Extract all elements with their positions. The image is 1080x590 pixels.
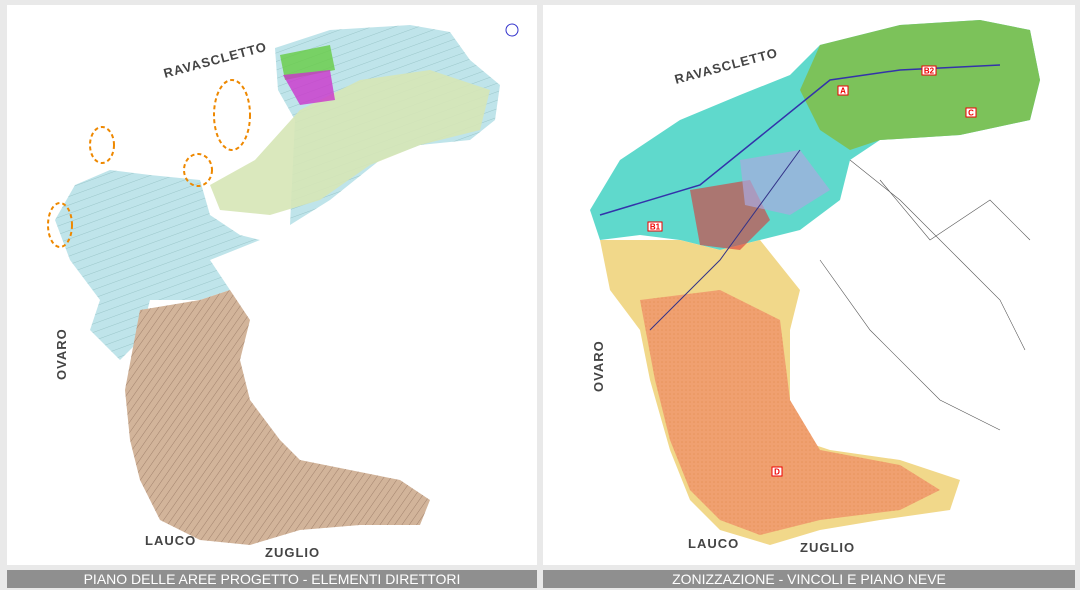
place-label: OVARO (591, 340, 606, 392)
place-label: LAUCO (688, 536, 739, 551)
place-label: ZUGLIO (265, 545, 320, 560)
place-label: ZUGLIO (800, 540, 855, 555)
caption: ZONIZZAZIONE - VINCOLI E PIANO NEVE (672, 571, 946, 587)
caption-bar (543, 570, 1075, 588)
map-right (590, 20, 1040, 545)
caption: PIANO DELLE AREE PROGETTO - ELEMENTI DIR… (84, 571, 461, 587)
caption-bar (7, 570, 537, 588)
place-label: OVARO (54, 328, 69, 380)
zone-labels: A B2 C B1 D (647, 65, 977, 477)
zone-label: D (774, 468, 780, 477)
map-left (47, 23, 519, 545)
zone-label: B1 (650, 223, 661, 232)
zone-label: A (840, 87, 846, 96)
zone-label: C (968, 109, 974, 118)
zone-label: B2 (924, 67, 935, 76)
place-label: LAUCO (145, 533, 196, 548)
